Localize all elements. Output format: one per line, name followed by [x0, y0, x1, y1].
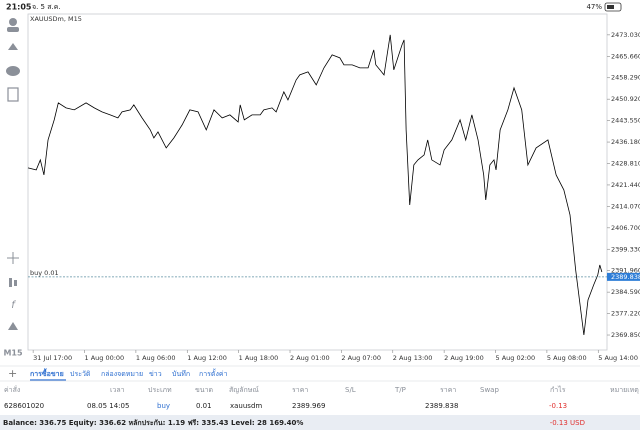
y-tick-label: 2406.700: [611, 224, 640, 232]
x-tick-label: 1 Aug 06:00: [136, 354, 176, 362]
x-tick-label: 31 Jul 17:00: [33, 354, 72, 362]
trade-icon[interactable]: [8, 43, 18, 50]
cell-open-price: 2389.969: [292, 402, 325, 410]
y-tick-label: 2391.960: [611, 267, 640, 275]
column-header: เวลา: [110, 386, 125, 394]
battery-level: [607, 5, 614, 9]
y-tick-label: 2421.440: [611, 181, 640, 189]
y-tick-label: 2369.850: [611, 331, 640, 339]
summary-text: Balance: 336.75 Equity: 336.62 หลักประกั…: [3, 419, 303, 427]
x-tick-label: 5 Aug 02:00: [496, 354, 536, 362]
y-tick-label: 2473.030: [611, 31, 640, 39]
chart-frame: [27, 13, 608, 351]
order-label: buy 0.01: [30, 269, 59, 277]
column-header: ประเภท: [148, 386, 172, 394]
cell-time: 08.05 14:05: [87, 402, 129, 410]
column-header: ขนาด: [195, 386, 213, 394]
new-order-icon[interactable]: [7, 87, 19, 102]
x-tick-label: 2 Aug 13:00: [393, 354, 433, 362]
summary-profit: -0.13 USD: [550, 419, 585, 427]
y-tick-label: 2414.070: [611, 202, 640, 210]
x-tick-label: 5 Aug 14:00: [598, 354, 638, 362]
cell-order: 628601020: [4, 402, 44, 410]
x-tick-label: 1 Aug 12:00: [187, 354, 227, 362]
cell-current-price: 2389.838: [425, 402, 458, 410]
chart-type-icon-bar: [14, 280, 17, 286]
x-tick-label: 1 Aug 18:00: [239, 354, 279, 362]
y-tick-label: 2458.290: [611, 74, 640, 82]
column-header: สัญลักษณ์: [229, 386, 259, 394]
toolbar: f M15: [3, 18, 23, 358]
timeframe[interactable]: M15: [3, 349, 23, 358]
chart-title: XAUUSDm, M15: [30, 15, 82, 23]
tab[interactable]: การซื้อขาย: [30, 367, 64, 378]
x-tick-label: 2 Aug 01:00: [290, 354, 330, 362]
y-tick-label: 2384.590: [611, 288, 640, 296]
y-tick-label: 2428.810: [611, 159, 640, 167]
cell-symbol: xauusdm: [230, 402, 262, 410]
column-header: ค่าสั่ง: [4, 385, 20, 394]
price-tag: [607, 272, 640, 281]
chart-type-icon[interactable]: [9, 278, 12, 287]
tab[interactable]: กล่องจดหมาย: [101, 370, 143, 378]
price-tag-label: 2389.838: [611, 273, 640, 281]
battery-percent: 47%: [586, 3, 602, 11]
cell-profit: -0.13: [549, 402, 567, 410]
x-tick-label: 2 Aug 19:00: [444, 354, 484, 362]
x-tick-label: 5 Aug 08:00: [547, 354, 587, 362]
chat-icon[interactable]: [6, 66, 20, 76]
column-header: T/P: [394, 386, 406, 394]
objects-icon[interactable]: [8, 322, 18, 330]
column-header: ราคา: [292, 386, 308, 394]
tab[interactable]: บันทึก: [172, 369, 190, 378]
y-tick-label: 2443.550: [611, 117, 640, 125]
add-button[interactable]: +: [8, 367, 17, 380]
indicator-icon[interactable]: f: [11, 300, 16, 311]
x-tick-label: 1 Aug 00:00: [85, 354, 125, 362]
account-icon[interactable]: [9, 18, 17, 26]
status-time: 21:05: [6, 3, 32, 12]
cell-type: buy: [157, 402, 170, 410]
column-header: S/L: [345, 386, 356, 394]
y-tick-label: 2436.180: [611, 138, 640, 146]
battery-icon: [604, 2, 622, 12]
column-header: Swap: [480, 386, 499, 394]
status-date: จ. 5 ส.ค.: [32, 3, 61, 11]
y-tick-label: 2465.660: [611, 52, 640, 60]
x-tick-label: 2 Aug 07:00: [341, 354, 381, 362]
crosshair-icon[interactable]: [7, 252, 19, 264]
y-tick-label: 2450.920: [611, 95, 640, 103]
tab[interactable]: ประวัติ: [70, 370, 91, 378]
tab[interactable]: ข่าว: [149, 370, 162, 378]
y-tick-label: 2377.220: [611, 310, 640, 318]
y-tick-label: 2399.330: [611, 245, 640, 253]
column-header: ราคา: [440, 386, 456, 394]
column-header: หมายเหตุ: [610, 386, 639, 394]
tab[interactable]: การตั้งค่า: [199, 367, 228, 378]
column-header: กำไร: [550, 385, 566, 394]
price-line: [27, 34, 603, 336]
account-icon-body: [7, 27, 19, 32]
cell-volume: 0.01: [196, 402, 212, 410]
summary-bar: [0, 415, 640, 430]
